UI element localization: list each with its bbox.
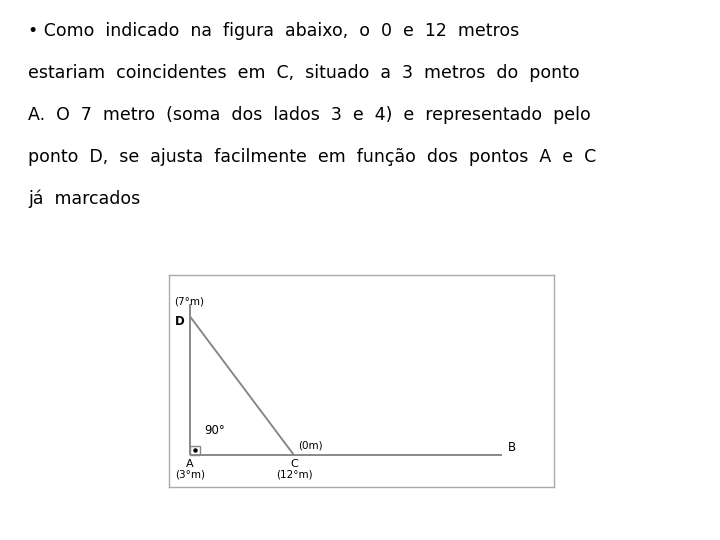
Text: (3°m): (3°m) — [175, 470, 205, 480]
Text: ponto  D,  se  ajusta  facilmente  em  função  dos  pontos  A  e  C: ponto D, se ajusta facilmente em função … — [28, 148, 596, 166]
Text: estariam  coincidentes  em  C,  situado  a  3  metros  do  ponto: estariam coincidentes em C, situado a 3 … — [28, 64, 580, 82]
Text: C: C — [290, 460, 298, 469]
Text: B: B — [508, 441, 516, 454]
Text: 90°: 90° — [204, 424, 225, 437]
Text: A.  O  7  metro  (soma  dos  lados  3  e  4)  e  representado  pelo: A. O 7 metro (soma dos lados 3 e 4) e re… — [28, 106, 591, 124]
Text: • Como  indicado  na  figura  abaixo,  o  0  e  12  metros: • Como indicado na figura abaixo, o 0 e … — [28, 22, 519, 40]
Text: A: A — [186, 460, 194, 469]
Text: (12°m): (12°m) — [276, 470, 312, 480]
Text: já  marcados: já marcados — [28, 190, 140, 208]
Bar — [190, 446, 199, 455]
Text: (7°m): (7°m) — [174, 297, 204, 307]
Text: (0m): (0m) — [298, 440, 323, 450]
Text: D: D — [174, 315, 184, 328]
